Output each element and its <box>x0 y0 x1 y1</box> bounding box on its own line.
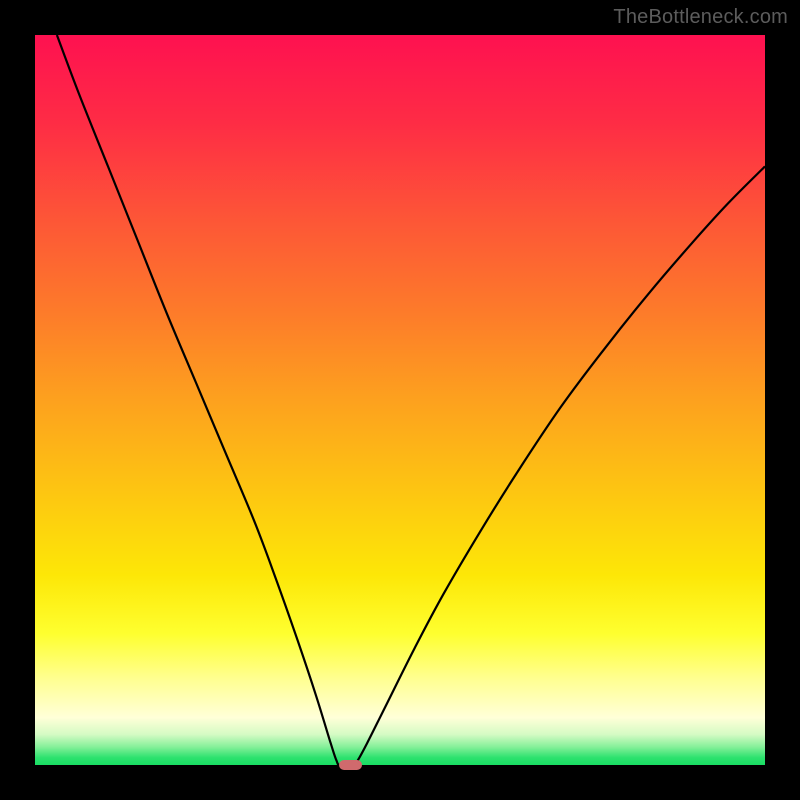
bottleneck-marker <box>339 760 362 770</box>
plot-area <box>35 35 765 765</box>
watermark-text: TheBottleneck.com <box>613 6 788 29</box>
chart-svg <box>35 35 765 765</box>
gradient-background <box>35 35 765 765</box>
